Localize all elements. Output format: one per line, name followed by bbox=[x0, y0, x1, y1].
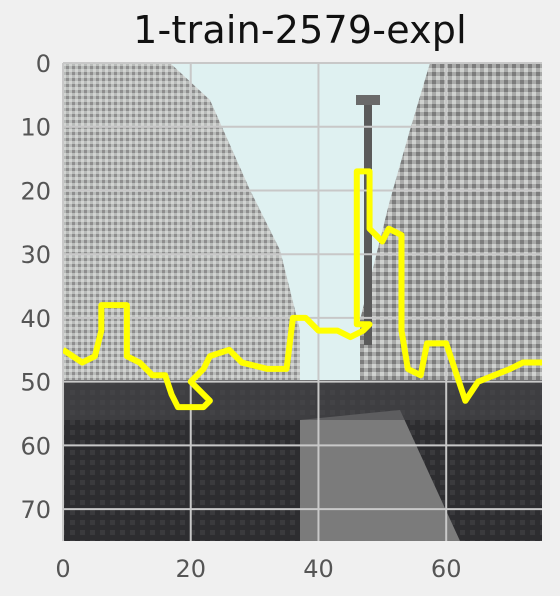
left-buildings bbox=[63, 63, 300, 470]
y-axis-ticks: 0 10 20 30 40 50 60 70 bbox=[20, 50, 51, 524]
y-tick-label: 10 bbox=[20, 114, 51, 142]
lamp-head bbox=[356, 95, 380, 105]
y-tick-label: 0 bbox=[36, 50, 51, 78]
x-tick-label: 40 bbox=[303, 555, 334, 583]
x-axis-ticks: 0 20 40 60 bbox=[55, 555, 461, 583]
image-panel bbox=[63, 63, 542, 541]
x-tick-label: 0 bbox=[55, 555, 70, 583]
cars-row bbox=[63, 380, 542, 420]
y-tick-label: 70 bbox=[20, 496, 51, 524]
plot-title: 1-train-2579-expl bbox=[133, 8, 467, 52]
x-tick-label: 60 bbox=[431, 555, 462, 583]
y-tick-label: 60 bbox=[20, 432, 51, 460]
x-tick-label: 20 bbox=[175, 555, 206, 583]
explanation-overlay bbox=[63, 168, 542, 411]
y-tick-label: 40 bbox=[20, 305, 51, 333]
y-tick-label: 30 bbox=[20, 241, 51, 269]
y-tick-label: 20 bbox=[20, 177, 51, 205]
y-tick-label: 50 bbox=[20, 369, 51, 397]
grid-lines bbox=[62, 62, 542, 541]
